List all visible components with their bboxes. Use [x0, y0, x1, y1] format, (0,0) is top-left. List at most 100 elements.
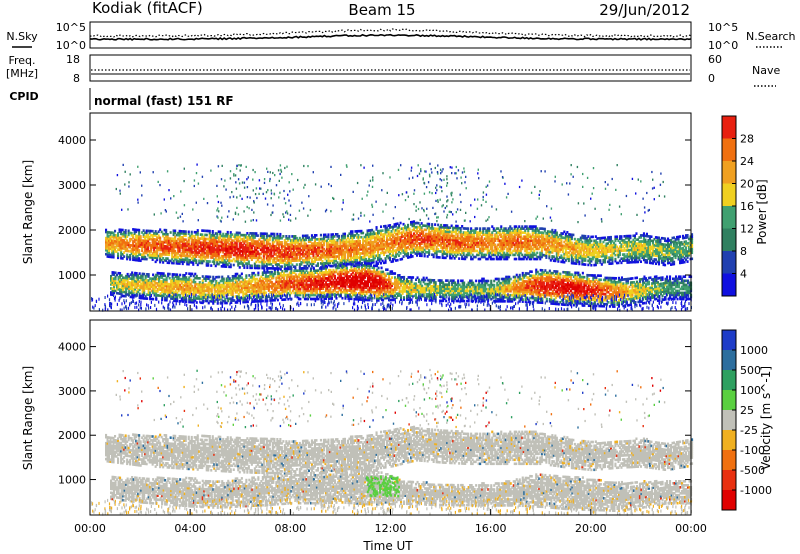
power-cell [648, 253, 651, 257]
power-cell [449, 242, 452, 246]
power-cell [467, 239, 470, 243]
power-cell [567, 251, 570, 255]
power-cell [522, 241, 525, 245]
beam-title: Beam 15 [348, 1, 415, 19]
power-cell [208, 244, 211, 247]
power-cell [201, 251, 204, 255]
power-cell [306, 250, 309, 254]
power-cell [432, 233, 435, 236]
power-cell [109, 231, 112, 234]
power-cell [591, 249, 594, 253]
power-cell [548, 234, 551, 238]
power-cell [169, 259, 172, 263]
power-cell [378, 239, 381, 243]
power-cell [159, 228, 162, 232]
power-cell [420, 252, 423, 256]
power-cell [639, 246, 642, 249]
power-cell [340, 244, 343, 248]
power-cell [289, 253, 292, 257]
power-cell [648, 243, 651, 246]
power-cell [441, 236, 444, 239]
power-cell [144, 237, 147, 241]
power-cell [673, 260, 676, 264]
power-cell [573, 237, 576, 241]
power-cell [372, 256, 375, 260]
power-cell [371, 234, 374, 238]
power-cell [476, 243, 479, 247]
power-cell [491, 251, 494, 255]
power-cell [174, 241, 177, 245]
power-cell [244, 248, 247, 251]
power-cell [226, 245, 229, 248]
power-cell [483, 237, 486, 241]
power-cell [555, 231, 558, 235]
power-cell [235, 243, 238, 247]
power-cell [444, 242, 447, 246]
power-cell [156, 290, 159, 293]
power-cell [119, 280, 122, 283]
power-cell [473, 231, 476, 234]
power-cell [171, 237, 174, 241]
power-cell [111, 247, 114, 251]
power-cell [660, 257, 663, 260]
power-cell [512, 249, 515, 253]
power-cell [461, 245, 464, 248]
power-cell [151, 236, 154, 239]
power-cell [576, 260, 579, 264]
power-cell [127, 231, 130, 235]
power-cell [312, 244, 315, 247]
power-cell [419, 242, 422, 245]
power-cell [192, 255, 195, 258]
power-cell [410, 233, 413, 236]
power-cell [441, 240, 444, 243]
power-cell [453, 226, 456, 230]
power-cell [259, 248, 262, 252]
power-cell [161, 284, 164, 288]
power-cell [393, 223, 396, 226]
power-cell [144, 243, 147, 247]
power-cell [584, 241, 587, 244]
power-cell [437, 243, 440, 247]
power-cell [331, 239, 334, 242]
power-cell [447, 232, 450, 236]
power-cell [195, 259, 198, 262]
power-cell [642, 254, 645, 258]
power-cell [166, 241, 169, 244]
power-cell [528, 255, 531, 259]
power-cell [351, 240, 354, 243]
power-cell [150, 233, 153, 237]
power-cell [277, 242, 280, 246]
power-cell [111, 293, 114, 297]
power-cell [162, 244, 165, 248]
power-cell [537, 255, 540, 259]
power-cell [175, 239, 178, 243]
power-cell [207, 262, 210, 265]
power-cell [268, 260, 271, 264]
power-cell [530, 239, 533, 243]
power-cell [304, 256, 307, 260]
power-cell [310, 250, 313, 254]
power-cell [161, 282, 164, 285]
power-cell [229, 255, 232, 259]
power-cell [506, 251, 509, 255]
power-cell [229, 247, 232, 250]
power-cell [627, 236, 630, 240]
power-cell [567, 245, 570, 248]
power-cell [321, 239, 324, 243]
power-cell [623, 249, 626, 252]
power-cell [609, 235, 612, 239]
power-cell [468, 245, 471, 249]
power-cell [483, 241, 486, 245]
power-cell [174, 237, 177, 241]
power-cell [265, 246, 268, 250]
power-cell [524, 237, 527, 241]
power-cell [642, 248, 645, 252]
power-cell [596, 259, 599, 263]
power-cell [438, 239, 441, 243]
power-cell [300, 252, 303, 256]
power-cell [190, 244, 193, 248]
power-cell [477, 235, 480, 239]
power-cell [234, 233, 237, 237]
power-cell [648, 235, 651, 238]
power-cell [468, 237, 471, 241]
